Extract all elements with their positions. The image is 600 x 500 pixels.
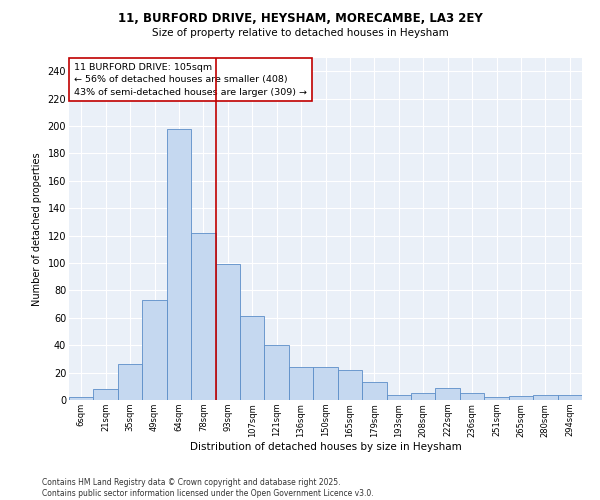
Text: Size of property relative to detached houses in Heysham: Size of property relative to detached ho… (152, 28, 448, 38)
X-axis label: Distribution of detached houses by size in Heysham: Distribution of detached houses by size … (190, 442, 461, 452)
Bar (557, 394, 582, 400)
Bar (265, 345, 289, 400)
Y-axis label: Number of detached properties: Number of detached properties (32, 152, 42, 306)
Bar (69, 398, 94, 400)
Bar (533, 394, 557, 400)
Bar (142, 300, 167, 400)
Bar (338, 370, 362, 400)
Bar (167, 128, 191, 400)
Bar (94, 389, 118, 400)
Bar (411, 393, 436, 400)
Text: Contains HM Land Registry data © Crown copyright and database right 2025.
Contai: Contains HM Land Registry data © Crown c… (42, 478, 374, 498)
Text: 11 BURFORD DRIVE: 105sqm
← 56% of detached houses are smaller (408)
43% of semi-: 11 BURFORD DRIVE: 105sqm ← 56% of detach… (74, 62, 307, 96)
Bar (509, 396, 533, 400)
Bar (484, 398, 509, 400)
Bar (460, 393, 484, 400)
Bar (215, 264, 240, 400)
Bar (313, 367, 338, 400)
Bar (118, 364, 142, 400)
Text: 11, BURFORD DRIVE, HEYSHAM, MORECAMBE, LA3 2EY: 11, BURFORD DRIVE, HEYSHAM, MORECAMBE, L… (118, 12, 482, 26)
Bar (240, 316, 265, 400)
Bar (362, 382, 386, 400)
Bar (191, 233, 215, 400)
Bar (386, 394, 411, 400)
Bar (289, 367, 313, 400)
Bar (436, 388, 460, 400)
